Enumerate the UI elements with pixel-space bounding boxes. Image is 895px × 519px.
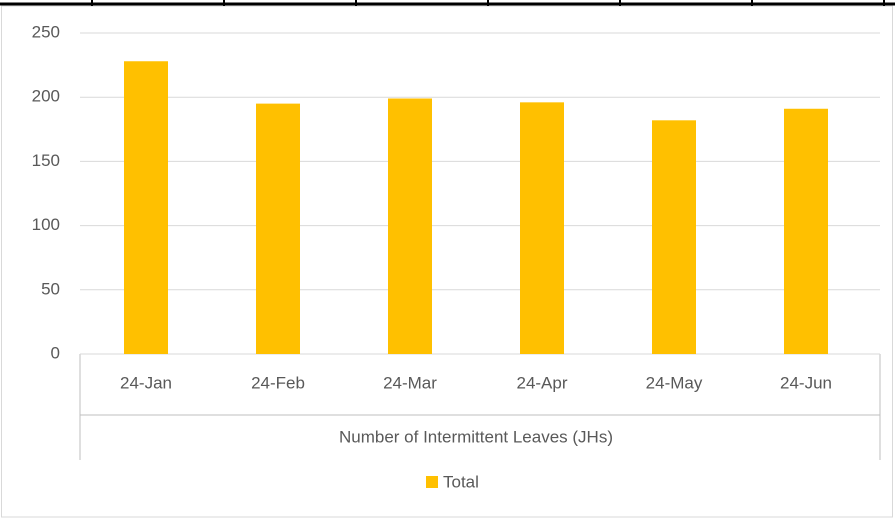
x-tick-label: 24-Jun <box>780 373 832 392</box>
x-tick-label: 24-Feb <box>251 373 305 392</box>
table-dividers <box>91 0 885 6</box>
category-axis-box <box>79 354 881 460</box>
y-tick-label: 200 <box>32 87 60 106</box>
bar <box>256 103 300 355</box>
y-tick-label: 50 <box>41 279 60 298</box>
y-tick-label: 150 <box>32 151 60 170</box>
x-tick-label: 24-Jan <box>120 373 172 392</box>
bar <box>124 61 168 355</box>
legend-label: Total <box>443 472 479 491</box>
chart-frame <box>1 5 893 518</box>
bar <box>784 108 828 354</box>
x-tick-label: 24-Mar <box>383 373 437 392</box>
bar <box>388 98 432 354</box>
x-tick-label: 24-Apr <box>516 373 567 392</box>
x-tick-label: 24-May <box>646 373 703 392</box>
x-axis-label: Number of Intermittent Leaves (JHs) <box>339 427 613 446</box>
bar <box>652 120 696 354</box>
bar <box>520 102 564 354</box>
y-tick-label: 0 <box>51 343 60 362</box>
legend-swatch <box>426 476 438 488</box>
y-tick-label: 100 <box>32 215 60 234</box>
y-tick-label: 250 <box>32 22 60 41</box>
